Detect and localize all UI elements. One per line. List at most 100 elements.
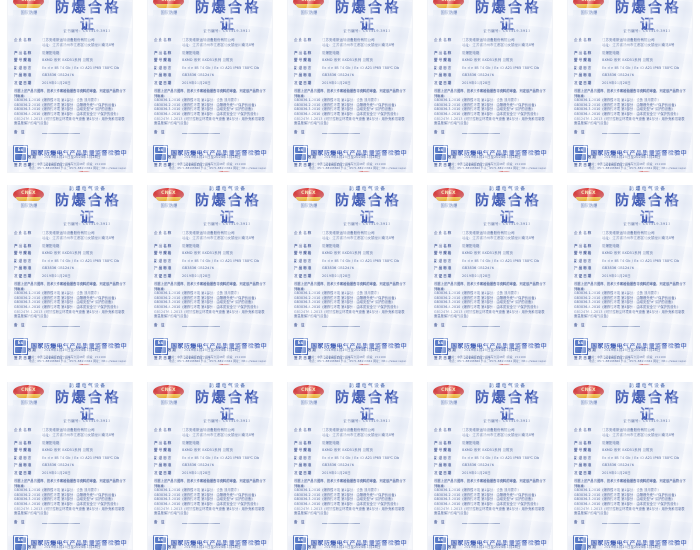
certificate-title: 防爆合格证: [615, 390, 681, 423]
field-value-line1: GB3836 GB12476: [42, 463, 75, 468]
certificate-cell-r3-c5[interactable]: CNEX 国家防爆 防爆电气设备 防爆合格证 证书编号：CNEx19.3913 …: [560, 382, 700, 550]
certificate-card[interactable]: CNEX 国家防爆 防爆电气设备 防爆合格证 证书编号：CNEx19.3913 …: [8, 185, 132, 365]
field-label: 型号规格: [434, 251, 453, 256]
field-row: 发证日期 2019年01月28日: [294, 81, 406, 86]
field-label: 企业名称: [154, 231, 173, 235]
certificate-cell-r2-c2[interactable]: CNEX 国家防爆 防爆电气设备 防爆合格证 证书编号：CNEx19.3913 …: [140, 185, 280, 375]
field-label: 型号规格: [574, 448, 593, 453]
seal-ring-text: 国家防爆电气产品质量监督检验中心: [626, 363, 662, 365]
standard-line: GB3836.4-2010《爆炸性环境 第4部分：由本质安全型"i"保护的设备》: [434, 304, 541, 309]
cnex-badge-arc: [156, 3, 181, 8]
field-row: 产品名称 防爆配电箱: [434, 51, 546, 56]
cnex-logo: CNEX 国家防爆: [153, 188, 185, 209]
certificate-cell-r3-c4[interactable]: CNEX 国家防爆 防爆电气设备 防爆合格证 证书编号：CNEx19.3913 …: [420, 382, 560, 550]
field-row: 产品标准 GB3836 GB12476: [434, 266, 546, 271]
certificate-card[interactable]: CNEX 国家防爆 防爆电气设备 防爆合格证 证书编号：CNEx19.3913 …: [8, 0, 132, 172]
certificate-cell-r3-c3[interactable]: CNEX 国家防爆 防爆电气设备 防爆合格证 证书编号：CNEx19.3913 …: [280, 382, 420, 550]
field-value: 2019年01月28日: [42, 274, 126, 279]
issuing-organization: 国家防爆电气产品质量监督检验中心: [31, 149, 127, 157]
certificate-cell-r1-c3[interactable]: CNEX 国家防爆 防爆电气设备 防爆合格证 证书编号：CNEx19.3913 …: [280, 0, 420, 182]
certificate-cell-r2-c4[interactable]: CNEX 国家防爆 防爆电气设备 防爆合格证 证书编号：CNEx19.3913 …: [420, 185, 560, 375]
field-value: GB3836 GB12476: [602, 73, 686, 78]
field-value: GB3836 GB12476: [462, 266, 546, 271]
remark-label: 备 注: [434, 129, 446, 134]
date-label: 签发日期: [14, 356, 33, 361]
cnex-logo-subtitle: 国家防爆: [573, 9, 605, 16]
certificate-header: CNEX 国家防爆 防爆电气设备 防爆合格证: [8, 185, 132, 226]
standards-paragraph: 根据上述产品的图样、技术文件和检验报告等资料的审查，判定该产品符合下列标准： GB…: [294, 479, 406, 516]
field-label: 型号规格: [154, 448, 173, 453]
certificate-card[interactable]: CNEX 国家防爆 防爆电气设备 防爆合格证 证书编号：CNEx19.3913 …: [428, 185, 552, 365]
ex-mark-base: [155, 154, 166, 160]
certificate-cell-r1-c4[interactable]: CNEX 国家防爆 防爆电气设备 防爆合格证 证书编号：CNEx19.3913 …: [420, 0, 560, 182]
certificate-cell-r1-c5[interactable]: CNEX 国家防爆 防爆电气设备 防爆合格证 证书编号：CNEx19.3913 …: [560, 0, 700, 182]
standard-line: GB12476.1-2013《可燃性粉尘环境用电气设备 第1部分：用外壳和限制表…: [434, 506, 545, 516]
remark-blank-line: [42, 522, 80, 524]
cnex-badge-text: CNEX: [301, 0, 316, 3]
footer-main: Ex 国家防爆电气产品质量监督检验中心: [573, 535, 687, 550]
field-value: 2019年01月28日: [322, 274, 406, 279]
certificate-fields: 企业名称 江苏安维斯运输设备股份有限公司 地址：江苏省扬州市江都区仙女镇龙川南路8号…: [574, 231, 686, 279]
ex-mark-icon: Ex: [13, 145, 28, 162]
certificate-cell-r1-c2[interactable]: CNEX 国家防爆 防爆电气设备 防爆合格证 证书编号：CNEx19.3913 …: [140, 0, 280, 182]
field-value-line1: 江苏安维斯运输设备股份有限公司: [462, 231, 515, 235]
certificate-footer: Ex 国家防爆电气产品质量监督检验中心 地址：中国江苏省南京市江宁区将军大道48…: [568, 145, 692, 170]
title-block: 防爆电气设备 防爆合格证: [468, 0, 552, 34]
standard-line: GB3836.4-2010《爆炸性环境 第4部分：由本质安全型"i"保护的设备》: [294, 111, 401, 116]
date-label: 签发日期: [154, 163, 173, 168]
issuing-organization: 国家防爆电气产品质量监督检验中心: [311, 539, 407, 547]
certificate-card[interactable]: CNEX 国家防爆 防爆电气设备 防爆合格证 证书编号：CNEx19.3913 …: [148, 185, 272, 365]
certificate-cell-r3-c2[interactable]: CNEX 国家防爆 防爆电气设备 防爆合格证 证书编号：CNEx19.3913 …: [140, 382, 280, 550]
field-value-line1: 江苏安维斯运输设备股份有限公司: [602, 38, 655, 42]
standards-paragraph: 根据上述产品的图样、技术文件和检验报告等资料的审查，判定该产品符合下列标准： GB…: [294, 89, 406, 126]
footer-main: Ex 国家防爆电气产品质量监督检验中心: [153, 145, 267, 162]
certificate-cell-r3-c1[interactable]: CNEX 国家防爆 防爆电气设备 防爆合格证 证书编号：CNEx19.3913 …: [0, 382, 140, 550]
ex-mark-base: [295, 544, 306, 550]
field-value: Ex d e ⅡB T4 Gb / Ex tD A21 IP65 T80℃ Db: [322, 456, 406, 461]
field-row: 型号规格 BXMD 系列 BXD51系列 见附页: [434, 251, 546, 256]
certificate-card[interactable]: CNEX 国家防爆 防爆电气设备 防爆合格证 证书编号：CNEx19.3913 …: [148, 0, 272, 172]
title-block: 防爆电气设备 防爆合格证: [188, 187, 272, 227]
field-value: GB3836 GB12476: [182, 266, 266, 271]
field-label: 产品标准: [14, 73, 33, 78]
field-label: 产品名称: [294, 243, 313, 248]
field-value: 江苏安维斯运输设备股份有限公司 地址：江苏省扬州市江都区仙女镇龙川南路8号: [602, 428, 686, 438]
field-label: 防爆标志: [154, 65, 173, 70]
field-row: 防爆标志 Ex d e ⅡB T4 Gb / Ex tD A21 IP65 T80…: [574, 456, 686, 461]
certificate-title: 防爆合格证: [475, 193, 541, 226]
certificate-cell-r2-c5[interactable]: CNEX 国家防爆 防爆电气设备 防爆合格证 证书编号：CNEx19.3913 …: [560, 185, 700, 375]
cnex-logo: CNEX 国家防爆: [433, 0, 465, 16]
field-value-line1: 江苏安维斯运输设备股份有限公司: [602, 231, 655, 235]
certificate-card[interactable]: CNEX 国家防爆 防爆电气设备 防爆合格证 证书编号：CNEx19.3913 …: [568, 185, 692, 365]
certificate-card[interactable]: CNEX 国家防爆 防爆电气设备 防爆合格证 证书编号：CNEx19.3913 …: [568, 382, 692, 550]
certificate-card[interactable]: CNEX 国家防爆 防爆电气设备 防爆合格证 证书编号：CNEx19.3913 …: [148, 382, 272, 550]
field-value: GB3836 GB12476: [182, 73, 266, 78]
field-row: 产品名称 防爆配电箱: [154, 441, 266, 446]
certificate-header: CNEX 国家防爆 防爆电气设备 防爆合格证: [428, 382, 552, 423]
field-label: 产品名称: [294, 440, 313, 445]
standard-line: GB3836.4-2010《爆炸性环境 第4部分：由本质安全型"i"保护的设备》: [154, 501, 261, 506]
certificate-card[interactable]: CNEX 国家防爆 防爆电气设备 防爆合格证 证书编号：CNEx19.3913 …: [288, 0, 412, 172]
certificate-card[interactable]: CNEX 国家防爆 防爆电气设备 防爆合格证 证书编号：CNEx19.3913 …: [428, 0, 552, 172]
standard-line: GB3836.2-2010《爆炸性环境 第2部分：由隔爆外壳"d"保护的设备》: [294, 295, 398, 300]
date-value: 2019年1月28日至2024年1月28日: [604, 347, 661, 352]
certificate-card[interactable]: CNEX 国家防爆 防爆电气设备 防爆合格证 证书编号：CNEx19.3913 …: [8, 382, 132, 550]
certificate-cell-r1-c1[interactable]: CNEX 国家防爆 防爆电气设备 防爆合格证 证书编号：CNEx19.3913 …: [0, 0, 140, 182]
certificate-footer: Ex 国家防爆电气产品质量监督检验中心 地址：中国江苏省南京市江宁区将军大道48…: [8, 535, 132, 550]
field-value: BXMD 系列 BXD51系列 见附页: [42, 448, 126, 453]
field-label: 企业名称: [434, 231, 453, 235]
field-label: 发证日期: [294, 470, 313, 475]
remark-label: 备 注: [294, 129, 306, 134]
certificate-card[interactable]: CNEX 国家防爆 防爆电气设备 防爆合格证 证书编号：CNEx19.3913 …: [288, 382, 412, 550]
standard-line: GB3836.3-2010《爆炸性环境 第3部分：由增安型"e"保护的设备》: [574, 497, 675, 502]
standard-line: GB12476.1-2013《可燃性粉尘环境用电气设备 第1部分：用外壳和限制表…: [294, 116, 405, 126]
certificate-card[interactable]: CNEX 国家防爆 防爆电气设备 防爆合格证 证书编号：CNEx19.3913 …: [568, 0, 692, 172]
standard-line: GB3836.1-2010《爆炸性环境 第1部分：设备 通用要求》: [14, 98, 101, 103]
certificate-cell-r2-c3[interactable]: CNEX 国家防爆 防爆电气设备 防爆合格证 证书编号：CNEx19.3913 …: [280, 185, 420, 375]
certificate-card[interactable]: CNEX 国家防爆 防爆电气设备 防爆合格证 证书编号：CNEx19.3913 …: [428, 382, 552, 550]
cnex-logo: CNEX 国家防爆: [293, 0, 325, 16]
field-label: 型号规格: [434, 448, 453, 453]
ex-mark-icon: Ex: [153, 535, 168, 550]
certificate-card[interactable]: CNEX 国家防爆 防爆电气设备 防爆合格证 证书编号：CNEx19.3913 …: [288, 185, 412, 365]
certificate-cell-r2-c1[interactable]: CNEX 国家防爆 防爆电气设备 防爆合格证 证书编号：CNEx19.3913 …: [0, 185, 140, 375]
